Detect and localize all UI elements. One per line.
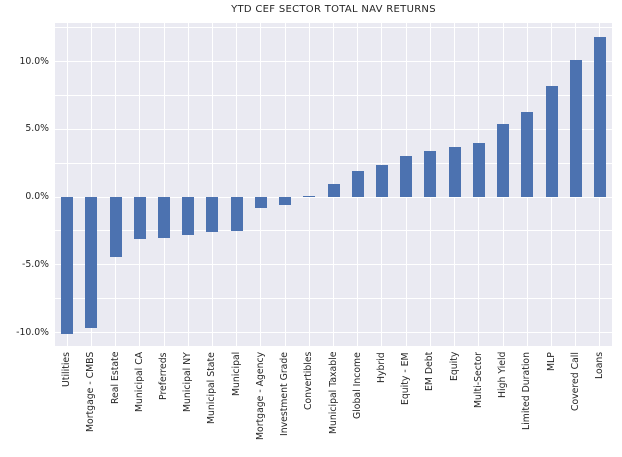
y-tick-label: -5.0% [22,258,49,270]
v-gridline [90,23,92,346]
y-tick-label: 10.0% [19,55,49,67]
v-gridline [187,23,189,346]
x-tick-label: Municipal State [206,352,218,424]
x-tick-label: Municipal Taxable [327,352,339,435]
bar-hybrid [375,164,388,197]
bar-municipal-ca [133,197,146,239]
x-tick-label: Loans [593,352,605,380]
bar-investment-grade [279,197,292,206]
x-tick-label: Municipal NY [182,352,194,412]
v-gridline [284,23,286,346]
x-tick-label: Limited Duration [521,352,533,431]
chart-title: YTD CEF SECTOR TOTAL NAV RETURNS [231,4,436,15]
bar-preferreds [158,197,170,238]
bar-convertibles [303,196,316,198]
bar-multi-sector [472,142,485,198]
x-tick-label: Municipal CA [133,352,145,413]
y-tick-label: 0.0% [25,191,49,202]
v-gridline [163,23,165,346]
bar-municipal-ny [182,197,195,235]
v-gridline [66,23,68,346]
x-tick-label: Real Estate [109,352,121,405]
x-tick-label: EM Debt [424,352,436,392]
x-tick-label: Equity [448,352,460,382]
bar-mortgage-agency [254,197,267,208]
v-gridline [211,23,213,346]
y-tick-label: -10.0% [16,326,49,338]
v-gridline [115,23,116,346]
x-tick-label: Convertibles [303,352,315,411]
x-tick-label: Covered Call [569,352,581,411]
bar-mortgage-cmbs [85,197,98,329]
v-gridline [308,23,310,346]
x-tick-label: Global Income [351,352,363,419]
bar-utilities [61,197,74,334]
y-tick-label: 5.0% [25,123,49,135]
x-tick-label: Utilities [61,352,73,387]
bar-global-income [351,171,364,197]
v-gridline [260,23,262,346]
bar-loans [593,37,606,197]
v-gridline [236,23,238,346]
x-tick-label: Preferreds [158,352,169,400]
x-tick-label: Municipal [230,352,242,397]
x-tick-label: Mortgage - CMBS [85,352,97,433]
bar-equity [448,146,461,197]
bar-em-debt [424,151,437,197]
bar-mlp [545,86,558,198]
x-tick-label: Investment Grade [279,352,291,436]
bar-equity-em [400,156,413,197]
v-gridline [139,23,141,346]
x-tick-label: MLP [545,352,557,371]
x-tick-label: Multi-Sector [472,352,484,408]
bar-covered-call [569,60,582,197]
x-tick-label: Mortgage - Agency [254,352,266,441]
x-tick-label: Hybrid [375,352,387,383]
bar-high-yield [497,123,509,197]
bar-municipal-state [206,197,219,233]
bar-municipal-taxable [327,184,340,198]
x-tick-label: High Yield [497,352,508,399]
plot-area [55,23,612,346]
bar-real-estate [109,197,122,257]
bar-municipal [230,197,243,231]
bar-limited-duration [521,111,534,197]
x-tick-label: Equity - EM [400,352,412,405]
